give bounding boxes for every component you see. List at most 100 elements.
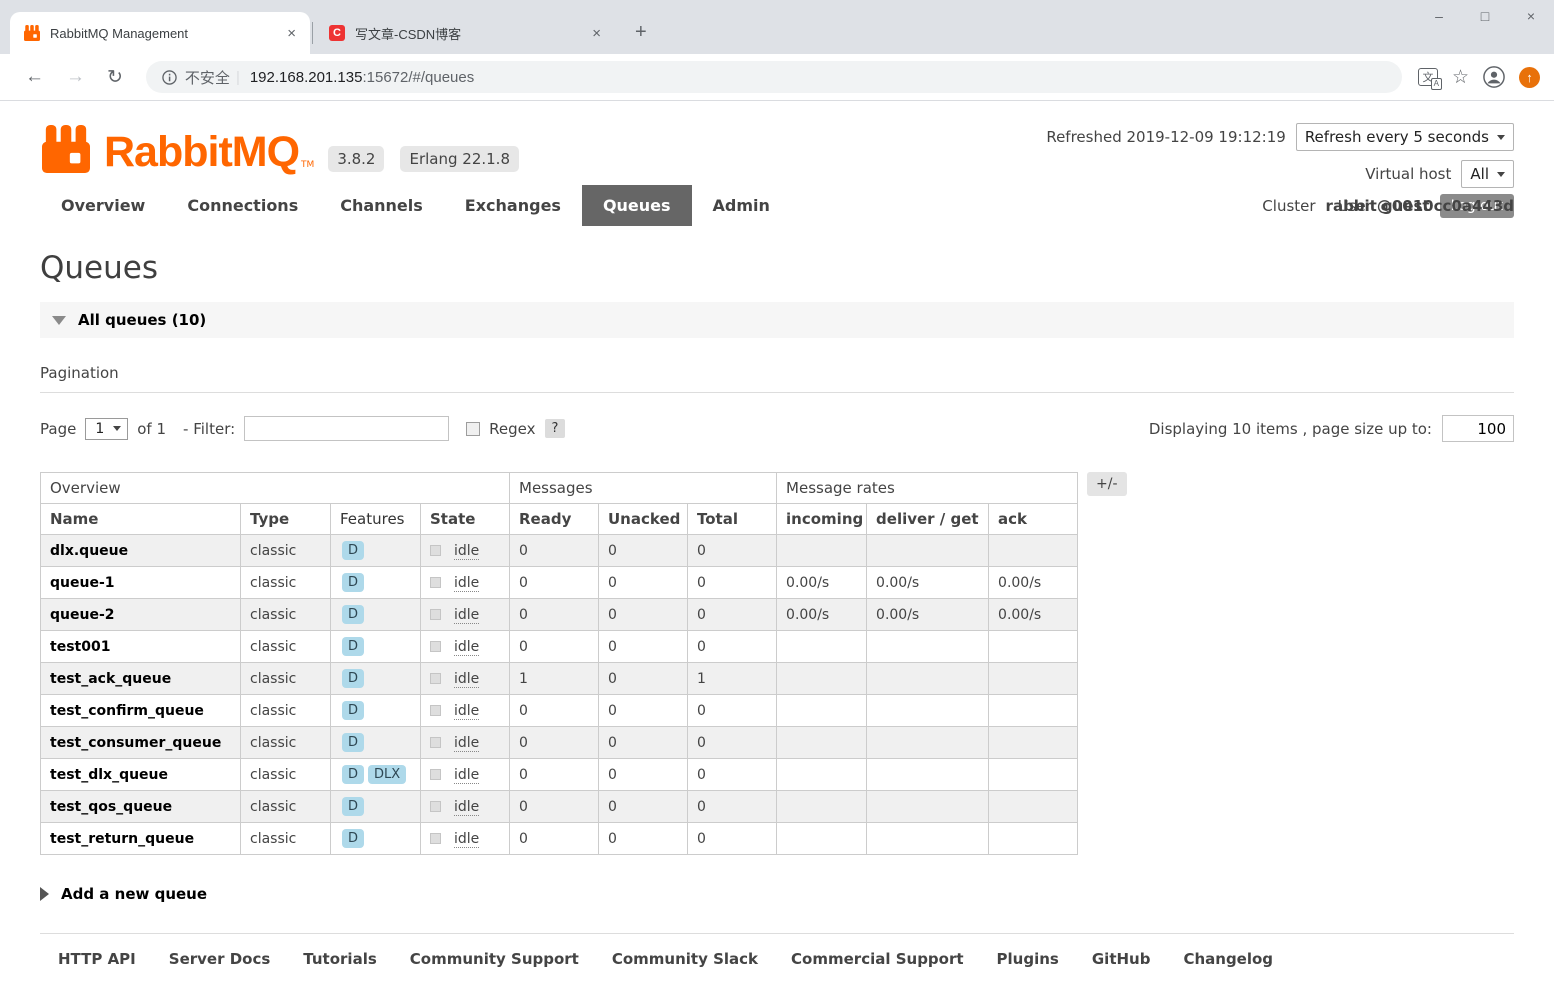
brand-wordmark[interactable]: RabbitMQ TM: [104, 128, 315, 177]
footer-link-community-support[interactable]: Community Support: [409, 950, 579, 968]
browser-update-icon[interactable]: ↑: [1519, 66, 1540, 88]
feature-badge-d: D: [342, 829, 365, 848]
footer-link-github[interactable]: GitHub: [1091, 950, 1151, 968]
queue-features: D: [330, 694, 421, 727]
queue-name-link[interactable]: test_ack_queue: [50, 670, 172, 687]
col-header-incoming[interactable]: incoming: [776, 503, 868, 535]
user-name: guest: [1381, 196, 1430, 215]
state-indicator-icon: [430, 545, 441, 556]
table-group-header-row: Overview Messages Message rates: [40, 472, 1079, 504]
window-maximize-icon[interactable]: □: [1480, 8, 1490, 24]
queue-state: idle: [420, 726, 510, 759]
tab-close-icon[interactable]: ×: [287, 24, 296, 42]
queue-name-link[interactable]: test001: [50, 638, 111, 655]
nav-tab-channels[interactable]: Channels: [340, 196, 423, 215]
cell-incoming: 0.00/s: [776, 598, 868, 631]
rabbitmq-page: RabbitMQ TM 3.8.2 Erlang 22.1.8 Refreshe…: [0, 101, 1554, 1007]
footer-link-server-docs[interactable]: Server Docs: [168, 950, 271, 968]
group-header-message-rates: Message rates: [776, 472, 1079, 504]
browser-addressbar: ← → ↻ 不安全 | 192.168.201.135:15672/#/queu…: [0, 54, 1554, 101]
nav-tab-queues[interactable]: Queues: [581, 185, 692, 226]
bookmark-star-icon[interactable]: ☆: [1451, 66, 1469, 88]
page-size-input[interactable]: [1442, 415, 1514, 442]
browser-tabstrip: RabbitMQ Management × C 写文章-CSDN博客 × + –…: [0, 0, 1554, 54]
window-close-icon[interactable]: ×: [1526, 8, 1536, 24]
col-header-state[interactable]: State: [420, 503, 510, 535]
queue-name-link[interactable]: test_qos_queue: [50, 798, 173, 815]
cell-ack: [988, 726, 1079, 759]
col-header-unacked[interactable]: Unacked: [598, 503, 688, 535]
browser-tab-csdn[interactable]: C 写文章-CSDN博客 ×: [315, 12, 615, 54]
virtual-host-select[interactable]: All: [1461, 160, 1514, 188]
col-header-total[interactable]: Total: [686, 503, 778, 535]
new-tab-button[interactable]: +: [635, 21, 647, 43]
nav-tab-overview[interactable]: Overview: [61, 196, 146, 215]
queue-type: classic: [240, 726, 331, 759]
regex-help-button[interactable]: ?: [544, 419, 566, 438]
security-label: 不安全: [184, 69, 230, 87]
columns-plus-minus-button[interactable]: +/-: [1087, 472, 1127, 496]
cell-incoming: [776, 534, 868, 567]
url-host: 192.168.201.135: [249, 68, 363, 86]
queue-name-link[interactable]: dlx.queue: [50, 542, 129, 559]
page-number-select[interactable]: 1: [85, 417, 129, 440]
footer-link-http-api[interactable]: HTTP API: [58, 950, 136, 968]
queue-name-link[interactable]: test_dlx_queue: [50, 766, 169, 783]
nav-tab-connections[interactable]: Connections: [187, 196, 299, 215]
add-queue-section-header[interactable]: Add a new queue: [40, 885, 1514, 903]
filter-input[interactable]: [244, 416, 450, 441]
expand-triangle-icon: [40, 887, 49, 901]
cell-deliver-get: [866, 822, 990, 855]
state-label: idle: [454, 830, 480, 848]
cell-unacked: 0: [598, 790, 688, 823]
col-header-name[interactable]: Name: [40, 503, 241, 535]
regex-checkbox[interactable]: [466, 421, 481, 436]
forward-icon[interactable]: →: [66, 66, 85, 87]
footer-link-commercial-support[interactable]: Commercial Support: [791, 950, 964, 968]
refresh-interval-select[interactable]: Refresh every 5 seconds: [1295, 123, 1514, 151]
footer-link-changelog[interactable]: Changelog: [1183, 950, 1274, 968]
col-header-deliver-get[interactable]: deliver / get: [866, 503, 990, 535]
feature-badge-d: D: [342, 605, 365, 624]
nav-tab-admin[interactable]: Admin: [712, 196, 770, 215]
tab-close-icon[interactable]: ×: [592, 24, 601, 42]
queue-name-link[interactable]: test_consumer_queue: [50, 734, 222, 751]
queue-name-link[interactable]: test_confirm_queue: [50, 702, 204, 719]
col-header-ack[interactable]: ack: [988, 503, 1079, 535]
rabbitmq-logo-icon[interactable]: [40, 125, 92, 173]
profile-avatar-icon[interactable]: [1483, 66, 1505, 88]
queue-features: D: [330, 790, 421, 823]
logout-button[interactable]: Log out: [1439, 193, 1514, 218]
all-queues-section-header[interactable]: All queues (10): [40, 302, 1514, 338]
cell-deliver-get: [866, 758, 990, 791]
queue-type: classic: [240, 566, 331, 599]
feature-badge-d: D: [342, 765, 365, 784]
erlang-badge: Erlang 22.1.8: [400, 146, 519, 172]
col-header-ready[interactable]: Ready: [509, 503, 599, 535]
footer-link-tutorials[interactable]: Tutorials: [303, 950, 377, 968]
cell-ack: [988, 662, 1079, 695]
feature-badge-d: D: [342, 541, 365, 560]
queue-features: D: [330, 566, 421, 599]
info-icon[interactable]: [162, 69, 177, 85]
nav-tab-exchanges[interactable]: Exchanges: [464, 196, 561, 215]
cell-incoming: 0.00/s: [776, 566, 868, 599]
window-minimize-icon[interactable]: –: [1435, 8, 1443, 24]
browser-tab-rabbitmq[interactable]: RabbitMQ Management ×: [10, 12, 310, 54]
back-icon[interactable]: ←: [25, 66, 44, 87]
feature-badge-d: D: [342, 637, 365, 656]
queue-name-link[interactable]: queue-2: [50, 606, 115, 623]
url-omnibox[interactable]: 不安全 | 192.168.201.135:15672/#/queues: [145, 61, 1402, 93]
queue-name-link[interactable]: test_return_queue: [50, 830, 195, 847]
cell-incoming: [776, 726, 868, 759]
footer-link-community-slack[interactable]: Community Slack: [611, 950, 759, 968]
reload-icon[interactable]: ↻: [107, 66, 123, 88]
queue-name-link[interactable]: queue-1: [50, 574, 115, 591]
col-header-type[interactable]: Type: [240, 503, 331, 535]
footer-link-plugins[interactable]: Plugins: [996, 950, 1059, 968]
user-label: User: [1337, 196, 1372, 215]
